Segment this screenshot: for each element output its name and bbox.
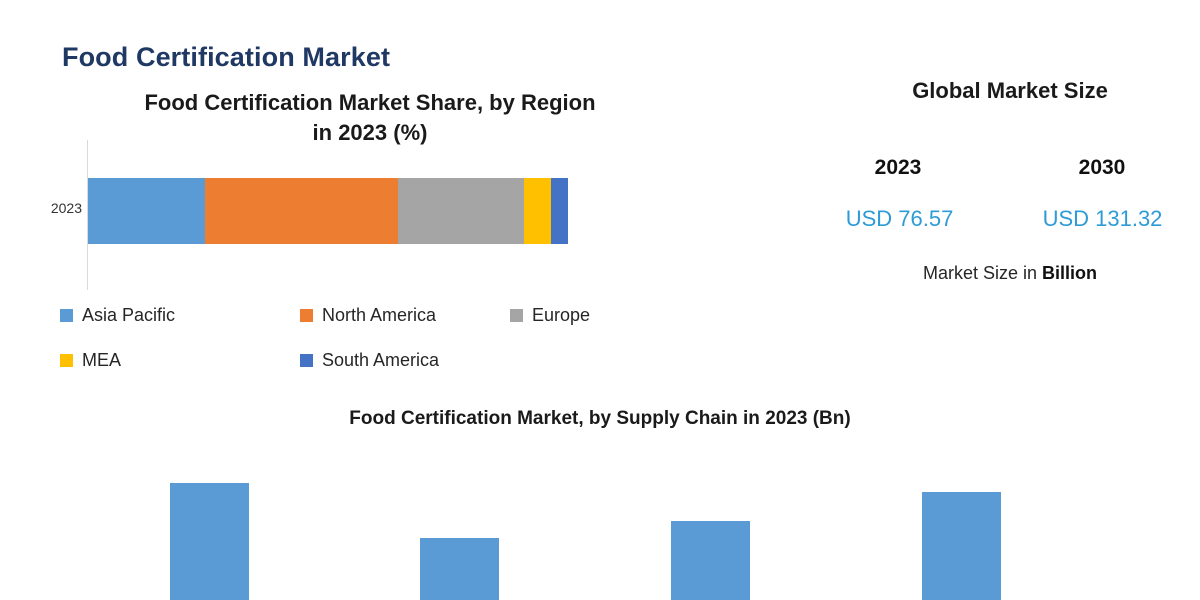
market-size-value-start: USD 76.57: [845, 206, 954, 231]
legend-item-north-america[interactable]: North America: [300, 305, 510, 326]
bar-segment-asia-pacific[interactable]: [88, 178, 206, 244]
chart-axis-line: [87, 140, 88, 290]
bar-segment-south-america[interactable]: [551, 178, 568, 244]
legend-label-north-america: North America: [322, 305, 437, 325]
market-size-footnote-prefix: Market Size in: [922, 263, 1043, 283]
market-share-chart-title: Food Certification Market Share, by Regi…: [60, 88, 680, 148]
supply-chain-bar-2[interactable]: [420, 538, 499, 600]
market-size-year-end: 2030: [1078, 156, 1126, 179]
supply-chain-bar-3[interactable]: [671, 521, 750, 600]
legend-item-mea[interactable]: MEA: [60, 350, 300, 371]
legend-swatch-mea: [60, 354, 73, 367]
global-market-size-title: Global Market Size: [912, 78, 1108, 103]
legend-swatch-europe: [510, 309, 523, 322]
supply-chain-chart-title: Food Certification Market, by Supply Cha…: [349, 408, 851, 429]
market-share-chart: Food Certification Market Share, by Regi…: [0, 88, 700, 378]
legend-label-europe: Europe: [532, 305, 591, 325]
legend-label-asia-pacific: Asia Pacific: [82, 305, 176, 325]
legend-item-europe[interactable]: Europe: [510, 305, 690, 326]
supply-chain-chart: Food Certification Market, by Supply Cha…: [0, 400, 1200, 600]
market-share-title-line1: Food Certification Market Share, by Regi…: [144, 90, 596, 115]
bar-segment-mea[interactable]: [524, 178, 552, 244]
legend-item-asia-pacific[interactable]: Asia Pacific: [60, 305, 300, 326]
market-size-footnote: Market Size in Billion: [820, 263, 1200, 284]
global-market-size-panel: Global Market Size 2023 2030 USD 76.57 U…: [820, 78, 1200, 298]
supply-chain-bar-1[interactable]: [170, 483, 249, 600]
category-axis-label-2023: 2023: [50, 200, 82, 216]
market-share-legend: Asia Pacific North America Europe MEA: [60, 293, 700, 383]
market-size-footnote-unit: Billion: [1042, 263, 1098, 283]
supply-chain-bars: [0, 460, 1200, 600]
supply-chain-bar-4[interactable]: [922, 492, 1001, 600]
legend-item-south-america[interactable]: South America: [300, 350, 510, 371]
legend-row-2: MEA South America: [60, 338, 700, 383]
market-share-title-line2: in 2023 (%): [312, 120, 428, 145]
legend-row-1: Asia Pacific North America Europe: [60, 293, 700, 338]
legend-swatch-north-america: [300, 309, 313, 322]
stacked-bar: [88, 178, 568, 244]
legend-label-mea: MEA: [82, 350, 122, 370]
bar-segment-europe[interactable]: [398, 178, 525, 244]
page-title: Food Certification Market: [62, 42, 391, 72]
legend-swatch-asia-pacific: [60, 309, 73, 322]
legend-swatch-south-america: [300, 354, 313, 367]
legend-label-south-america: South America: [322, 350, 440, 370]
market-size-value-end: USD 131.32: [1042, 206, 1163, 231]
bar-segment-north-america[interactable]: [205, 178, 399, 244]
market-size-year-start: 2023: [874, 156, 922, 179]
